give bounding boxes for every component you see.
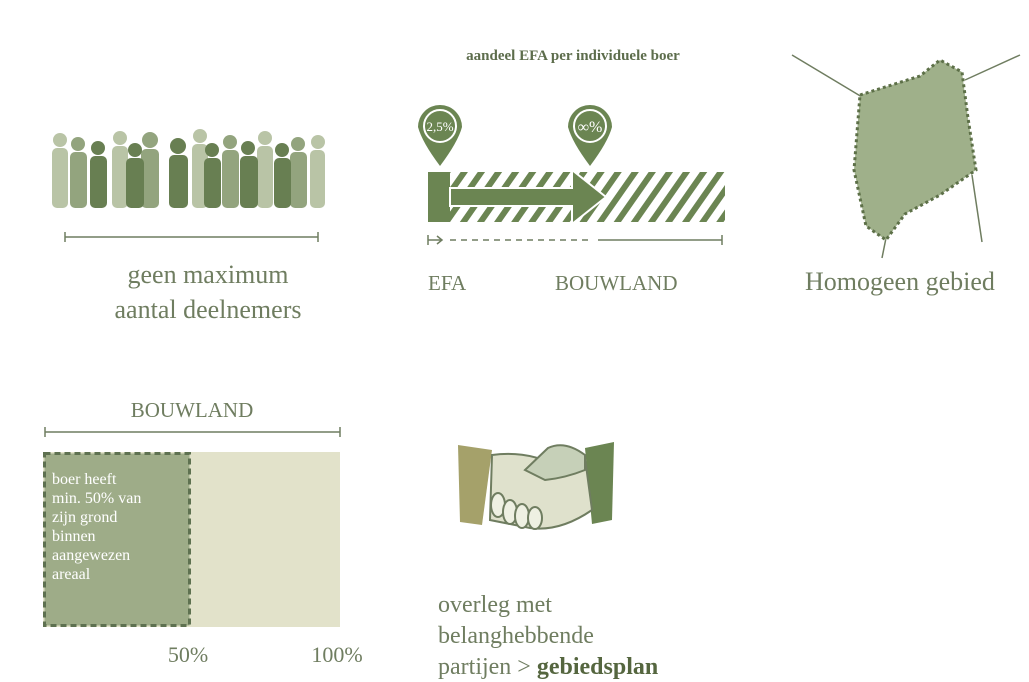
consultation-emphasis: gebiedsplan [537,654,658,680]
box-line: zijn grond [52,509,117,526]
efa-label: EFA [428,271,467,295]
participants-line: geen maximum [127,260,288,289]
scale-label: 100% [311,642,362,667]
consultation-line: overleg met [438,592,552,618]
pin-label: ∞% [578,119,603,136]
efa-label: BOUWLAND [555,271,677,295]
scale-label: 50% [168,642,208,667]
pin-label: 2,5% [426,119,453,134]
handshake-icon [458,442,614,529]
box-line: areaal [52,566,91,583]
box-line: binnen [52,528,96,545]
box-line: min. 50% van [52,490,141,507]
area-shape [854,60,976,240]
efa-scale [428,235,722,245]
consultation-text: partijen > [438,654,537,680]
efa-block [428,172,450,222]
crowd-icon [52,129,325,208]
infographic: geen maximum aantal deelnemers aandeel E… [0,0,1029,682]
consultation-line: belanghebbende [438,623,594,649]
consultation-line: partijen > gebiedsplan [438,654,658,680]
bouwland-title: BOUWLAND [131,398,253,422]
box-line: boer heeft [52,471,117,488]
efa-title: aandeel EFA per individuele boer [466,48,680,64]
area-label: Homogeen gebied [805,267,995,296]
range-line [65,232,318,242]
box-line: aangewezen [52,547,130,564]
bouwland-line [45,427,340,437]
pin [418,105,462,166]
participants-line: aantal deelnemers [115,295,302,324]
